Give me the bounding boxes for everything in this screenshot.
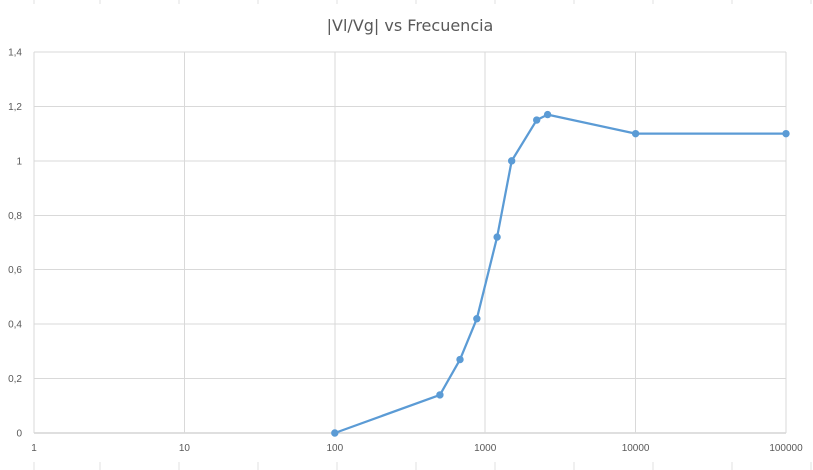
gridlines bbox=[33, 51, 787, 434]
data-point-marker[interactable] bbox=[473, 315, 481, 323]
y-tick-label: 0,8 bbox=[8, 211, 22, 222]
y-tick-label: 0 bbox=[16, 429, 22, 440]
chart-title: |Vl/Vg| vs Frecuencia bbox=[327, 16, 494, 35]
series-line[interactable] bbox=[334, 113, 786, 435]
x-axis-tick-labels: 1 10 100 1000 10000 100000 bbox=[31, 443, 803, 454]
data-point-marker[interactable] bbox=[456, 355, 464, 364]
y-axis-tick-labels: 0 0,2 0,4 0,6 0,8 1 1,2 1,4 bbox=[8, 48, 22, 440]
y-tick-label: 1,4 bbox=[8, 48, 22, 59]
x-tick-label: 10 bbox=[179, 443, 191, 454]
x-tick-label: 100000 bbox=[769, 443, 803, 454]
data-point-marker[interactable] bbox=[507, 157, 516, 165]
data-point-marker[interactable] bbox=[436, 391, 444, 399]
y-tick-label: 0,2 bbox=[8, 374, 22, 385]
x-tick-label: 10000 bbox=[622, 443, 650, 454]
y-tick-label: 0,4 bbox=[8, 320, 22, 331]
data-point-marker[interactable] bbox=[533, 116, 541, 124]
x-tick-label: 1 bbox=[31, 443, 37, 454]
data-point-marker[interactable] bbox=[331, 429, 339, 437]
y-tick-label: 1,2 bbox=[8, 102, 22, 113]
data-series bbox=[331, 110, 790, 437]
data-point-marker[interactable] bbox=[782, 129, 790, 138]
data-point-marker[interactable] bbox=[631, 129, 640, 138]
x-tick-label: 100 bbox=[326, 443, 343, 454]
x-tick-label: 1000 bbox=[474, 443, 497, 454]
y-tick-label: 0,6 bbox=[8, 265, 22, 276]
data-point-marker[interactable] bbox=[493, 233, 501, 241]
y-tick-label: 1 bbox=[16, 156, 22, 167]
data-point-marker[interactable] bbox=[543, 110, 552, 119]
